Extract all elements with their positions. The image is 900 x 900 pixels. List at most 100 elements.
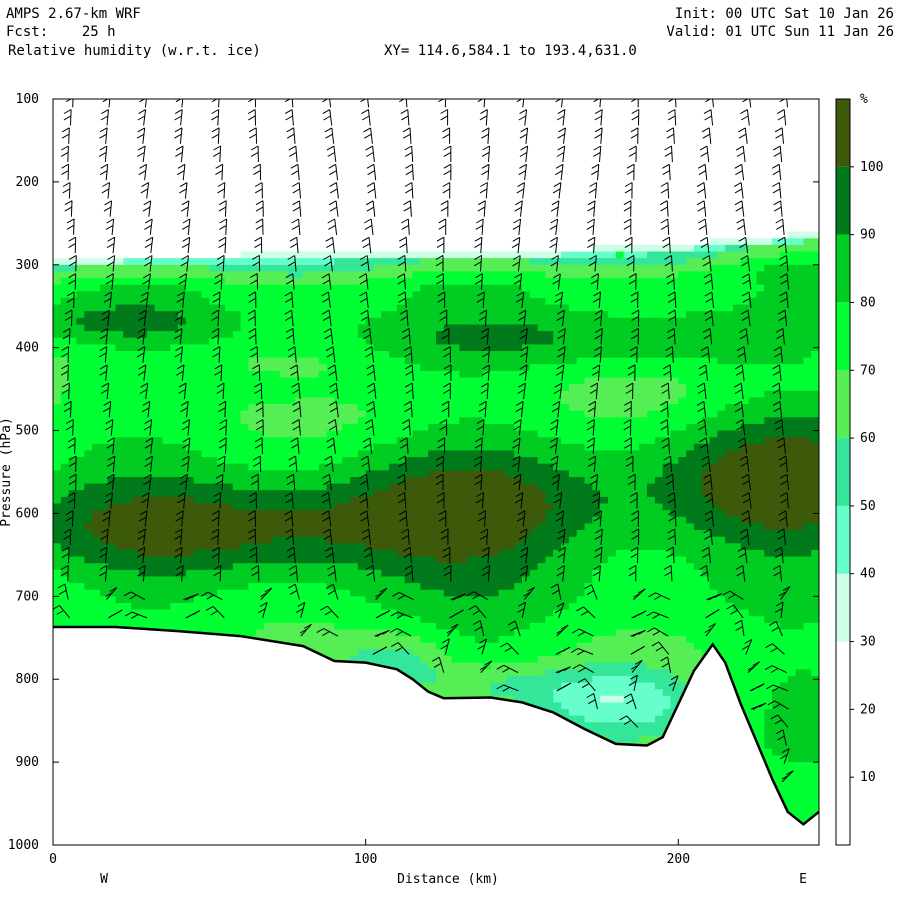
rh-cell xyxy=(389,543,398,551)
rh-cell xyxy=(217,450,226,458)
rh-cell xyxy=(326,271,335,279)
rh-cell xyxy=(475,583,484,591)
rh-cell xyxy=(248,423,257,432)
rh-cell xyxy=(436,622,445,631)
rh-cell xyxy=(373,616,382,624)
rh-cell xyxy=(115,271,124,279)
rh-cell xyxy=(107,470,117,478)
rh-cell xyxy=(373,370,382,379)
rh-cell xyxy=(225,616,234,624)
rh-cell xyxy=(53,390,62,398)
rh-cell xyxy=(357,278,367,286)
rh-cell xyxy=(115,351,124,359)
rh-cell xyxy=(475,457,484,465)
rh-cell xyxy=(185,496,195,505)
rh-cell xyxy=(279,450,289,458)
rh-cell xyxy=(467,317,476,325)
rh-cell xyxy=(295,629,304,637)
rh-cell xyxy=(154,430,163,438)
rh-cell xyxy=(389,457,398,465)
rh-cell xyxy=(185,404,195,412)
rh-cell xyxy=(373,397,382,405)
rh-cell xyxy=(334,278,343,286)
rh-cell xyxy=(193,377,203,385)
rh-cell xyxy=(326,430,335,438)
rh-cell xyxy=(76,331,85,339)
rh-cell xyxy=(404,410,414,418)
rh-cell xyxy=(443,291,453,299)
rh-cell xyxy=(92,510,101,518)
rh-cell xyxy=(99,278,109,286)
rh-cell xyxy=(295,337,304,345)
rh-cell xyxy=(178,384,187,392)
rh-cell xyxy=(271,463,281,471)
rh-cell xyxy=(154,470,163,478)
rh-cell xyxy=(389,510,398,518)
rh-cell xyxy=(123,530,132,538)
rh-cell xyxy=(53,457,62,465)
rh-cell xyxy=(342,384,351,392)
rh-cell xyxy=(389,271,398,279)
rh-cell xyxy=(420,404,429,412)
rh-cell xyxy=(303,364,312,372)
rh-cell xyxy=(475,477,484,485)
rh-cell xyxy=(318,636,328,644)
rh-cell xyxy=(193,258,203,266)
rh-cell xyxy=(373,410,382,418)
rh-cell xyxy=(279,470,289,478)
rh-cell xyxy=(318,556,328,564)
rh-cell xyxy=(451,642,460,650)
rh-cell xyxy=(240,317,249,325)
rh-cell xyxy=(350,423,359,432)
rh-cell xyxy=(99,463,109,471)
rh-cell xyxy=(240,503,249,511)
rh-cell xyxy=(84,536,93,544)
rh-cell xyxy=(396,563,406,571)
rh-cell xyxy=(318,616,328,624)
rh-cell xyxy=(318,596,328,604)
rh-cell xyxy=(68,596,77,604)
rh-cell xyxy=(412,457,421,465)
rh-cell xyxy=(264,563,273,571)
rh-cell xyxy=(287,463,296,471)
rh-cell xyxy=(99,523,109,531)
rh-cell xyxy=(107,596,117,604)
rh-cell xyxy=(451,549,460,558)
rh-cell xyxy=(217,490,226,498)
rh-cell xyxy=(428,337,437,345)
rh-cell xyxy=(232,543,242,551)
rh-cell xyxy=(326,649,335,657)
rh-cell xyxy=(217,503,226,511)
rh-cell xyxy=(279,377,289,385)
rh-cell xyxy=(60,417,70,425)
rh-cell xyxy=(342,410,351,418)
rh-cell xyxy=(365,523,375,531)
rh-cell xyxy=(396,503,406,511)
rh-cell xyxy=(342,543,351,551)
rh-cell xyxy=(76,483,85,491)
rh-cell xyxy=(240,450,249,458)
rh-cell xyxy=(53,530,62,538)
rh-cell xyxy=(185,410,195,418)
rh-cell xyxy=(467,304,476,312)
rh-cell xyxy=(310,477,320,485)
rh-cell xyxy=(428,523,437,531)
rh-cell xyxy=(209,443,218,451)
rh-cell xyxy=(264,437,273,445)
rh-cell xyxy=(428,311,437,319)
rh-cell xyxy=(99,536,109,544)
rh-cell xyxy=(154,317,163,325)
rh-cell xyxy=(482,370,492,379)
rh-cell xyxy=(342,576,351,584)
rh-cell xyxy=(295,470,304,478)
rh-cell xyxy=(170,563,179,571)
rh-cell xyxy=(193,278,203,286)
rh-cell xyxy=(217,384,226,392)
rh-cell xyxy=(248,569,257,577)
rh-cell xyxy=(334,291,343,299)
rh-cell xyxy=(475,596,484,604)
rh-cell xyxy=(475,629,484,637)
rh-cell xyxy=(459,364,468,372)
rh-cell xyxy=(326,516,335,524)
rh-cell xyxy=(193,510,203,518)
